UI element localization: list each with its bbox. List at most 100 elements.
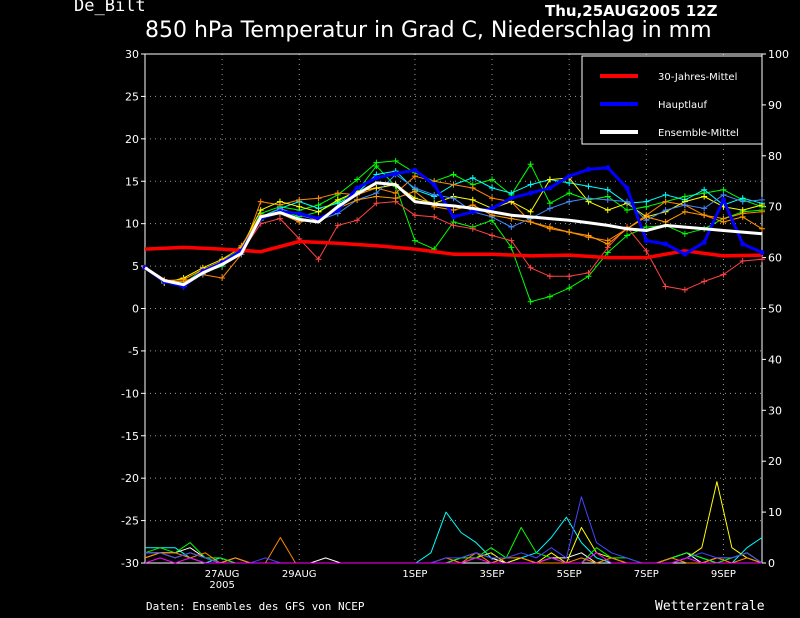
y-tick-label-right: 20 — [768, 455, 782, 468]
climate-mean-line — [144, 239, 763, 260]
ensemble-member-marker — [566, 285, 573, 292]
main-run-marker — [412, 167, 418, 173]
y-tick-label-right: 50 — [768, 303, 782, 316]
x-tick-sublabel: 2005 — [209, 580, 234, 591]
main-run-marker — [508, 195, 514, 201]
ensemble-member-marker — [257, 207, 264, 214]
ensemble-member-marker — [624, 232, 631, 239]
ensemble-member-marker — [334, 196, 341, 203]
ensemble-member-marker — [450, 181, 457, 188]
model-run-time: Thu,25AUG2005 12Z — [545, 2, 718, 20]
ensemble-member-marker — [585, 183, 592, 190]
main-run-marker — [624, 185, 630, 191]
y-tick-label-left: 5 — [132, 260, 139, 273]
data-credit: Daten: Ensembles des GFS von NCEP — [146, 600, 365, 613]
ensemble-member-marker — [701, 212, 708, 219]
legend-label: Ensemble-Mittel — [658, 128, 739, 139]
y-tick-label-left: -5 — [128, 345, 139, 358]
ensemble-member-marker — [720, 186, 727, 193]
ensemble-member-marker — [681, 286, 688, 293]
ensemble-member-marker — [373, 193, 380, 200]
ensemble-member-marker — [354, 176, 361, 183]
ensemble-member-marker — [566, 229, 573, 236]
main-run-marker — [566, 173, 572, 179]
ensemble-member-marker — [431, 213, 438, 220]
ensemble-member-marker — [624, 207, 631, 214]
ensemble-member-marker — [508, 237, 515, 244]
ensemble-member-marker — [450, 195, 457, 202]
ensemble-member-marker — [585, 195, 592, 202]
ensemble-member-marker — [662, 198, 669, 205]
y-tick-label-left: -10 — [121, 387, 139, 400]
precip-member-line — [144, 552, 762, 564]
main-run-marker — [605, 165, 611, 171]
ensemble-member-marker — [720, 271, 727, 278]
ensemble-member-marker — [489, 176, 496, 183]
y-tick-label-right: 40 — [768, 353, 782, 366]
y-tick-label-left: 15 — [125, 175, 139, 188]
ensemble-member-marker — [334, 190, 341, 197]
ensemble-member-marker — [373, 200, 380, 207]
ensemble-member-marker — [546, 200, 553, 207]
y-tick-label-right: 70 — [768, 201, 782, 214]
ensemble-member-marker — [662, 191, 669, 198]
ensemble-member-marker — [662, 283, 669, 290]
ensemble-member-marker — [469, 174, 476, 181]
ensemble-member-marker — [450, 222, 457, 229]
brand-label: Wetterzentrale — [655, 599, 765, 614]
ensemble-member-marker — [759, 202, 765, 209]
y-tick-label-left: 30 — [125, 48, 139, 61]
ensemble-member-marker — [411, 237, 418, 244]
ensemble-member-marker — [643, 203, 650, 210]
ensemble-member-marker — [219, 274, 226, 281]
main-run-marker — [547, 185, 553, 191]
ensemble-member-marker — [566, 273, 573, 280]
chart-title: 850 hPa Temperatur in Grad C, Niederschl… — [145, 18, 712, 43]
ensemble-member-marker — [546, 273, 553, 280]
x-tick-label: 7SEP — [634, 569, 659, 580]
main-run-marker — [720, 197, 726, 203]
ensemble-member-marker — [276, 215, 283, 222]
ensemble-member-marker — [643, 213, 650, 220]
ensemble-member-marker — [720, 191, 727, 198]
ensemble-member-marker — [334, 222, 341, 229]
y-tick-label-left: -20 — [121, 472, 139, 485]
ensemble-member-marker — [527, 161, 534, 168]
ensemble-member-marker — [392, 157, 399, 164]
ensemble-member-marker — [527, 264, 534, 271]
ensemble-member-marker — [604, 207, 611, 214]
ensemble-member-marker — [508, 244, 515, 251]
ensemble-member-marker — [508, 190, 515, 197]
ensemble-member-marker — [546, 176, 553, 183]
ensemble-member-marker — [257, 198, 264, 205]
main-run-marker — [451, 214, 456, 220]
precip-member-line — [144, 537, 763, 564]
ensemble-member-marker — [527, 218, 534, 225]
y-tick-label-right: 80 — [768, 150, 782, 163]
legend-label: Hauptlauf — [658, 100, 707, 111]
ensemble-member-marker — [392, 190, 399, 197]
y-tick-label-left: -30 — [121, 557, 139, 570]
ensemble-member-marker — [701, 278, 708, 285]
x-tick-label: 5SEP — [557, 569, 582, 580]
ensemble-member-marker — [469, 196, 476, 203]
ensemble-member-marker — [469, 225, 476, 232]
ensemble-member-marker — [643, 247, 650, 254]
y-tick-label-right: 30 — [768, 404, 782, 417]
main-run-marker — [740, 241, 746, 247]
ensemble-member-marker — [527, 208, 534, 215]
ensemble-member-marker — [662, 207, 669, 214]
ensemble-member-marker — [701, 186, 708, 193]
ensemble-member-marker — [315, 208, 322, 215]
ensemble-member-marker — [508, 224, 515, 231]
ensemble-member-marker — [546, 224, 553, 231]
ensemble-mean-line — [144, 181, 763, 287]
ensemble-member-marker — [701, 193, 708, 200]
main-run-marker — [585, 166, 591, 172]
ensemble-member-marker — [392, 195, 399, 202]
y-tick-label-left: 25 — [125, 90, 139, 103]
ensemble-member-marker — [276, 198, 283, 205]
main-run-marker — [759, 250, 765, 256]
ensemble-member-marker — [566, 198, 573, 205]
ensemble-member-marker — [739, 207, 746, 214]
